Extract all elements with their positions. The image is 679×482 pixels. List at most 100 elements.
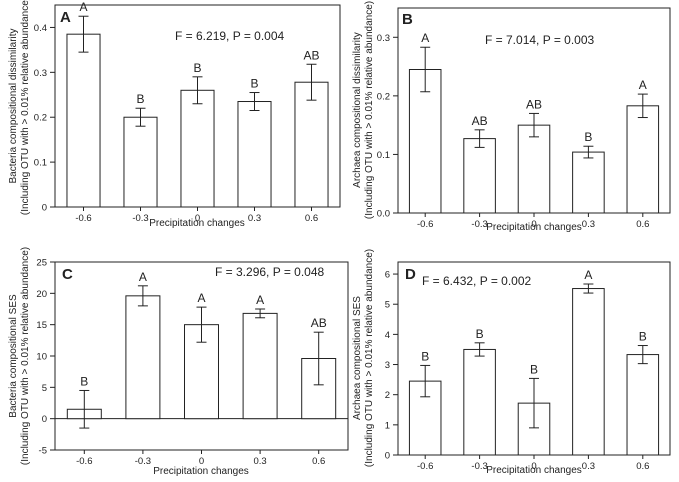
panel-d-ytick-label: 2 [385, 390, 390, 401]
panel-c-bar--0.3 [125, 295, 161, 420]
panel-d-xtick-label: 0 [531, 461, 536, 472]
panel-a-xtick-label: -0.3 [132, 213, 148, 224]
panel-c-xtick-label: 0.3 [253, 456, 266, 467]
panel-d-xtick-label: -0.6 [417, 461, 433, 472]
panel-a-xtick-label: 0.6 [305, 213, 318, 224]
panel-a-bar-0.3 [237, 101, 272, 208]
panel-a-ylabel: Bacteria compositional dissimilarity [8, 28, 19, 183]
panel-d-bar-0 [517, 402, 551, 456]
panel-b-bar-0.6 [626, 105, 660, 214]
panel-a-letter-0: B [193, 61, 201, 75]
panel-a-xlabel: Precipitation changes [149, 218, 245, 229]
panel-a-label: A [60, 9, 71, 26]
panel-c-ytick-label: 20 [36, 289, 47, 300]
panel-b-xtick-label: 0.3 [582, 219, 595, 230]
panel-c-xtick-label: 0 [199, 456, 204, 467]
panel-b-letter-0.3: B [584, 130, 592, 144]
panel-d-ytick-label: 4 [385, 330, 390, 341]
panel-d-bars: -0.6 B -0.3 B 0 B 0.3 A 0.6 B [408, 268, 660, 472]
panel-b: 0.0 0.1 0.2 0.3 -0.6 A -0.3 AB 0 AB 0.3 B 0.6 A B F … [352, 1, 671, 233]
panel-d-bar--0.3 [463, 348, 496, 456]
panel-c-letter-0: A [197, 291, 205, 305]
panel-b-label: B [402, 11, 413, 28]
panel-a-letter--0.6: A [79, 0, 87, 14]
panel-d-ytick-label: 3 [385, 360, 390, 371]
panel-d-ytick-label: 1 [385, 420, 390, 431]
panel-d-letter-0.6: B [639, 330, 647, 344]
panel-b-letter--0.3: AB [472, 114, 488, 128]
panel-d-bar-0.3 [572, 288, 605, 456]
panel-d-letter-0: B [530, 362, 538, 376]
panel-c-ytick-label: -5 [39, 446, 47, 457]
panel-a-letter-0.6: AB [303, 48, 319, 62]
panel-b-xtick-label: -0.3 [471, 219, 487, 230]
panel-a-bar--0.3 [123, 116, 158, 208]
panel-a-yticks: 0 0.1 0.2 0.3 0.4 [34, 23, 55, 214]
panel-d-letter--0.6: B [421, 349, 429, 363]
panel-d-ytick-label: 5 [385, 300, 390, 311]
panel-a-xtick-label: 0.3 [248, 213, 261, 224]
panel-a: 0 0.1 0.2 0.3 0.4 -0.6 A -0.3 B 0 B 0.3 B 0.6 AB A F … [8, 0, 341, 229]
panel-b-xtick-label: 0 [531, 219, 536, 230]
panel-d: 0 1 2 3 4 5 6 -0.6 B -0.3 B 0 B 0.3 A 0.6 B D F = 6.432… [352, 249, 671, 476]
panel-c-ylabel: Bacteria compositional SES [8, 294, 19, 418]
panel-c-stat: F = 3.296, P = 0.048 [215, 265, 325, 279]
panel-c-bars: -0.6 B -0.3 A 0 A 0.3 A 0.6 AB [66, 270, 337, 467]
panel-b-ytick-label: 0.3 [377, 33, 390, 44]
panel-d-letter-0.3: A [584, 268, 592, 282]
panel-c-ytick-label: 0 [42, 414, 47, 425]
panel-d-yticks: 0 1 2 3 4 5 6 [385, 270, 398, 462]
panel-b-ytick-label: 0.2 [377, 91, 390, 102]
panel-b-xtick-label: 0.6 [636, 219, 649, 230]
panel-c-ytick-label: 5 [42, 383, 47, 394]
panel-c-letter-0.3: A [256, 293, 264, 307]
panel-c-letter--0.3: A [139, 270, 147, 284]
panel-b-letter-0.6: A [639, 78, 647, 92]
panel-b-bars: -0.6 A -0.3 AB 0 AB 0.3 B 0.6 A [408, 31, 660, 230]
panel-d-ytick-label: 6 [385, 270, 390, 281]
panel-d-ylabel: Archaea compositional SES [352, 296, 363, 420]
panel-c: -5 0 5 10 15 20 25 -0.6 B -0.3 A 0 A 0.3 A 0.6 AB C F =… [8, 247, 349, 477]
panel-a-ytick-label: 0.3 [34, 68, 47, 79]
panel-a-ytick-label: 0.4 [34, 23, 47, 34]
panel-c-ytick-label: 15 [36, 320, 47, 331]
panel-a-letter--0.3: B [136, 92, 144, 106]
panel-a-ylabel-2: (Including OTU with > 0.01% relative abu… [20, 0, 31, 215]
panel-a-ytick-label: 0.1 [34, 158, 47, 169]
panel-d-stat: F = 6.432, P = 0.002 [422, 274, 532, 288]
panel-a-xtick-label: -0.6 [75, 213, 91, 224]
panel-c-ytick-label: 10 [36, 352, 47, 363]
panel-b-xtick-label: -0.6 [417, 219, 433, 230]
panel-d-letter--0.3: B [476, 327, 484, 341]
panel-b-yticks: 0.0 0.1 0.2 0.3 [377, 33, 398, 220]
panel-c-bar-0 [184, 324, 219, 420]
panel-c-xtick-label: -0.6 [76, 456, 92, 467]
panel-c-ytick-label: 25 [36, 258, 47, 269]
panel-d-xtick-label: 0.3 [582, 461, 595, 472]
panel-c-xtick-label: 0.6 [312, 456, 325, 467]
panel-c-letter-0.6: AB [311, 316, 327, 330]
panel-d-ytick-label: 0 [385, 451, 390, 462]
panel-a-ytick-label: 0 [42, 203, 47, 214]
panel-c-letter--0.6: B [80, 374, 88, 388]
panel-d-label: D [405, 266, 416, 283]
panel-c-ylabel-2: (Including OTU with > 0.01% relative abu… [20, 247, 31, 465]
panel-d-ylabel-2: (Including OTU with > 0.01% relative abu… [364, 249, 375, 467]
panel-b-ylabel-2: (Including OTU with > 0.01% relative abu… [364, 1, 375, 219]
panel-b-ylabel: Archaea compositional dissimilarity [352, 32, 363, 188]
panel-b-ytick-label: 0.1 [377, 150, 390, 161]
panel-c-bar-0.3 [242, 312, 278, 420]
panel-a-bar-0.6 [294, 81, 329, 208]
panel-b-ytick-label: 0.0 [377, 209, 390, 220]
panel-b-bar--0.3 [463, 138, 496, 214]
panel-b-bar-0 [517, 124, 551, 214]
panel-a-bars: -0.6 A -0.3 B 0 B 0.3 B 0.6 AB [66, 0, 329, 224]
panel-c-xtick-label: -0.3 [135, 456, 151, 467]
panel-a-bar-0 [180, 89, 215, 208]
panel-a-stat: F = 6.219, P = 0.004 [175, 29, 285, 43]
panel-c-xlabel: Precipitation changes [153, 466, 249, 477]
panel-b-letter-0: AB [526, 97, 542, 111]
panel-a-bar--0.6 [66, 33, 101, 208]
panel-d-bar-0.6 [626, 354, 660, 456]
